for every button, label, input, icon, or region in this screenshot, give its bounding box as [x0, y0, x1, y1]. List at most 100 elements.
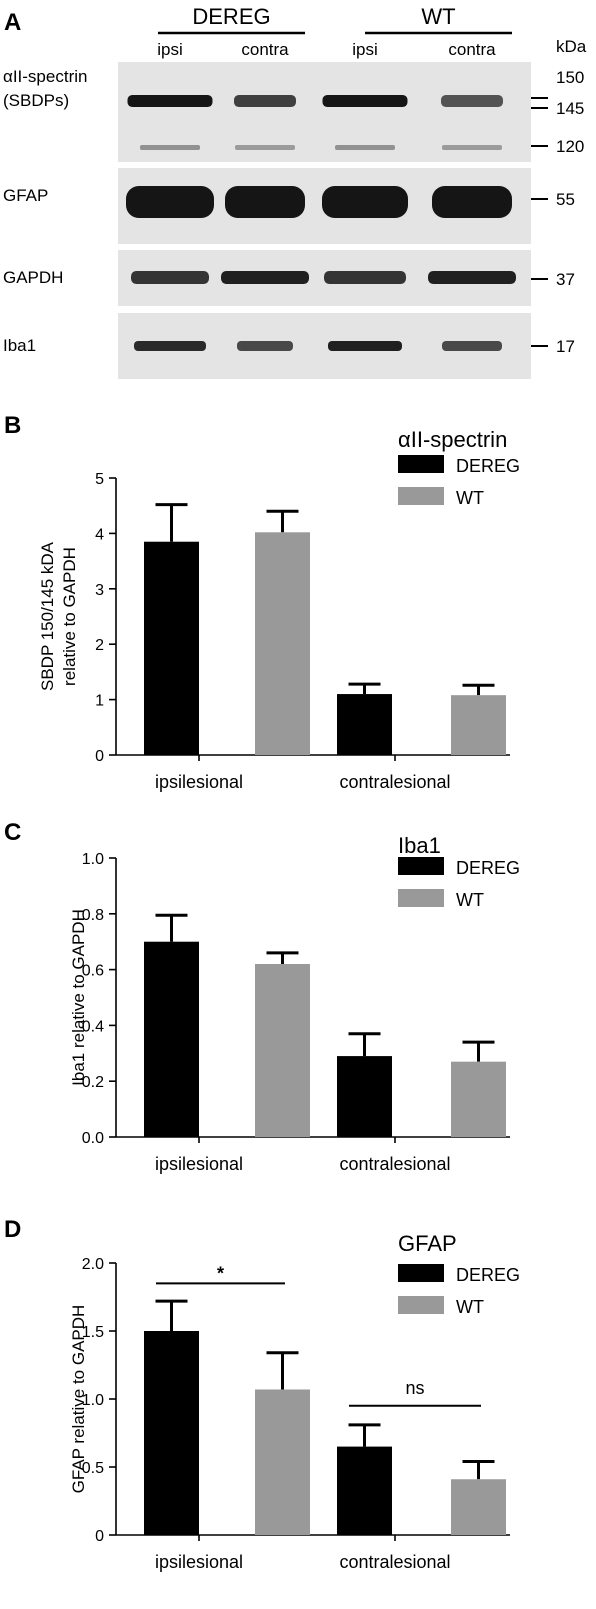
y-tick-label: 0.6	[82, 963, 104, 980]
lane-label: contra	[241, 40, 289, 59]
marker-label: 17	[556, 337, 575, 356]
x-tick-label: ipsilesional	[155, 772, 243, 792]
bar	[337, 1056, 392, 1137]
blot-band	[324, 271, 406, 284]
blot-band	[428, 271, 516, 284]
y-tick-label: 1.0	[82, 851, 104, 868]
chart-iba1: C Iba1 Iba1 relative to GAPDH 0.0 0.2 0.4 0.6 0…	[4, 819, 520, 1174]
y-tick-label: 2	[95, 637, 104, 654]
blot-band	[442, 341, 502, 351]
legend-label: DEREG	[456, 858, 520, 878]
group-label: WT	[421, 4, 455, 29]
y-tick-label: 1.0	[82, 1392, 104, 1409]
marker-label: 55	[556, 190, 575, 209]
y-axis-label: GFAP relative to GAPDH	[69, 1305, 88, 1494]
x-tick-label: contralesional	[339, 772, 450, 792]
blot-band	[235, 145, 295, 150]
bar	[255, 964, 310, 1137]
blot-band	[127, 95, 213, 107]
protein-label: αII-spectrin	[3, 67, 87, 86]
legend-swatch	[398, 889, 444, 907]
y-tick-label: 0.2	[82, 1074, 104, 1091]
y-axis-label: relative to GAPDH	[60, 547, 79, 686]
y-tick-label: 0	[95, 1528, 104, 1545]
group-label: DEREG	[192, 4, 270, 29]
blot-band	[225, 186, 305, 218]
bar	[451, 695, 506, 755]
legend-label: WT	[456, 890, 484, 910]
blot-band	[322, 186, 408, 218]
blot-band	[140, 145, 200, 150]
legend-swatch	[398, 857, 444, 875]
bar	[451, 1061, 506, 1137]
x-tick-label: ipsilesional	[155, 1552, 243, 1572]
bar	[337, 694, 392, 755]
chart-title: αII-spectrin	[398, 427, 507, 452]
bar	[144, 541, 199, 755]
x-tick-label: contralesional	[339, 1552, 450, 1572]
western-blot-panel: A DEREG ipsi contra WT ipsi contra kDa αII-spect…	[3, 4, 587, 379]
marker-label: 145	[556, 99, 584, 118]
bar	[144, 1331, 199, 1535]
protein-label: Iba1	[3, 336, 36, 355]
legend-label: WT	[456, 488, 484, 508]
blot-band	[335, 145, 395, 150]
lane-label: ipsi	[352, 40, 378, 59]
chart-gfap: D GFAP GFAP relative to GAPDH 0 0.5 1.0 1.5 2.0…	[4, 1216, 520, 1572]
legend-swatch	[398, 1296, 444, 1314]
lane-label: ipsi	[157, 40, 183, 59]
y-tick-label: 3	[95, 582, 104, 599]
panel-letter: D	[4, 1216, 21, 1243]
y-tick-label: 1.5	[82, 1324, 104, 1341]
significance-label: *	[217, 1263, 224, 1283]
legend-swatch	[398, 455, 444, 473]
blot-band	[441, 95, 503, 107]
blot-membrane-strip	[118, 62, 531, 162]
blot-band	[328, 341, 402, 351]
protein-label: GAPDH	[3, 268, 63, 287]
bar	[144, 941, 199, 1137]
x-tick-label: ipsilesional	[155, 1154, 243, 1174]
protein-label: (SBDPs)	[3, 91, 69, 110]
panel-letter: B	[4, 412, 21, 439]
blot-band	[322, 95, 408, 107]
chart-title: Iba1	[398, 833, 441, 858]
y-tick-label: 0	[95, 748, 104, 765]
blot-band	[432, 186, 512, 218]
panel-letter: A	[4, 9, 21, 36]
y-tick-label: 0.8	[82, 907, 104, 924]
bar	[451, 1479, 506, 1535]
y-tick-label: 1	[95, 693, 104, 710]
y-axis-label: SBDP 150/145 kDA	[38, 541, 57, 691]
legend-label: DEREG	[456, 456, 520, 476]
bar	[337, 1446, 392, 1535]
blot-band	[442, 145, 502, 150]
legend-swatch	[398, 1264, 444, 1282]
blot-band	[234, 95, 296, 107]
legend-swatch	[398, 487, 444, 505]
bar	[255, 532, 310, 755]
x-tick-label: contralesional	[339, 1154, 450, 1174]
y-tick-label: 0.5	[82, 1460, 104, 1477]
bar	[255, 1389, 310, 1535]
y-tick-label: 5	[95, 471, 104, 488]
blot-band	[221, 271, 309, 284]
y-tick-label: 4	[95, 526, 104, 543]
y-tick-label: 2.0	[82, 1256, 104, 1273]
lane-label: contra	[448, 40, 496, 59]
y-axis-label: Iba1 relative to GAPDH	[69, 909, 88, 1086]
marker-label: 37	[556, 270, 575, 289]
legend-label: DEREG	[456, 1265, 520, 1285]
panel-letter: C	[4, 819, 21, 846]
y-tick-label: 0.0	[82, 1130, 104, 1147]
marker-label: 150	[556, 68, 584, 87]
legend-label: WT	[456, 1297, 484, 1317]
y-tick-label: 0.4	[82, 1018, 104, 1035]
protein-label: GFAP	[3, 186, 48, 205]
blot-band	[131, 271, 209, 284]
blot-band	[237, 341, 293, 351]
blot-band	[134, 341, 206, 351]
significance-label: ns	[405, 1378, 424, 1398]
